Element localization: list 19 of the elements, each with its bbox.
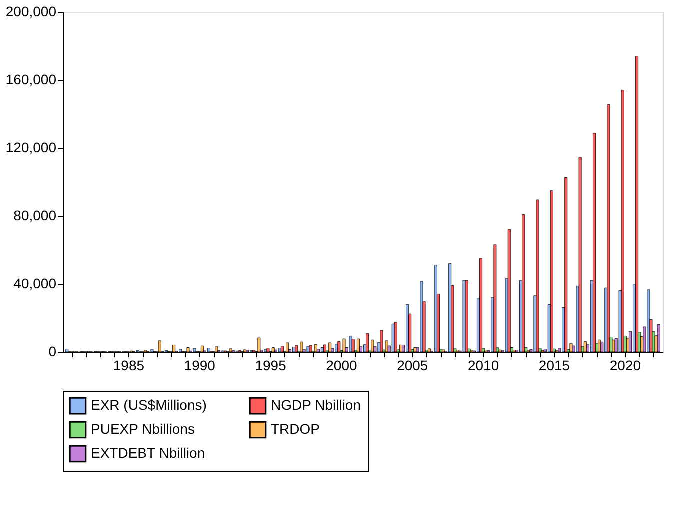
y-tick-label: 120,000 (6, 140, 57, 156)
y-tick-label: 0 (48, 344, 57, 360)
y-tick-label: 200,000 (6, 4, 57, 20)
x-tick-label: 2020 (610, 358, 642, 374)
x-tick-label: 2015 (538, 358, 570, 374)
x-tick-label: 1995 (255, 358, 287, 374)
x-tick-label: 2010 (468, 358, 500, 374)
x-tick-label: 1990 (184, 358, 216, 374)
y-tick-label: 40,000 (14, 276, 57, 292)
x-tick-label: 2005 (397, 358, 428, 374)
x-tick-label: 1985 (113, 358, 145, 374)
legend-label: TRDOP (271, 421, 320, 437)
y-tick-label: 160,000 (6, 72, 57, 88)
legend-label: NGDP Nbillion (271, 397, 361, 414)
y-tick-label: 80,000 (14, 208, 57, 224)
legend-label: EXR (US$Millions) (91, 397, 207, 414)
x-tick-label: 2000 (326, 358, 358, 374)
legend-label: PUEXP Nbillions (91, 421, 196, 437)
legend-label: EXTDEBT Nbillion (91, 445, 206, 461)
